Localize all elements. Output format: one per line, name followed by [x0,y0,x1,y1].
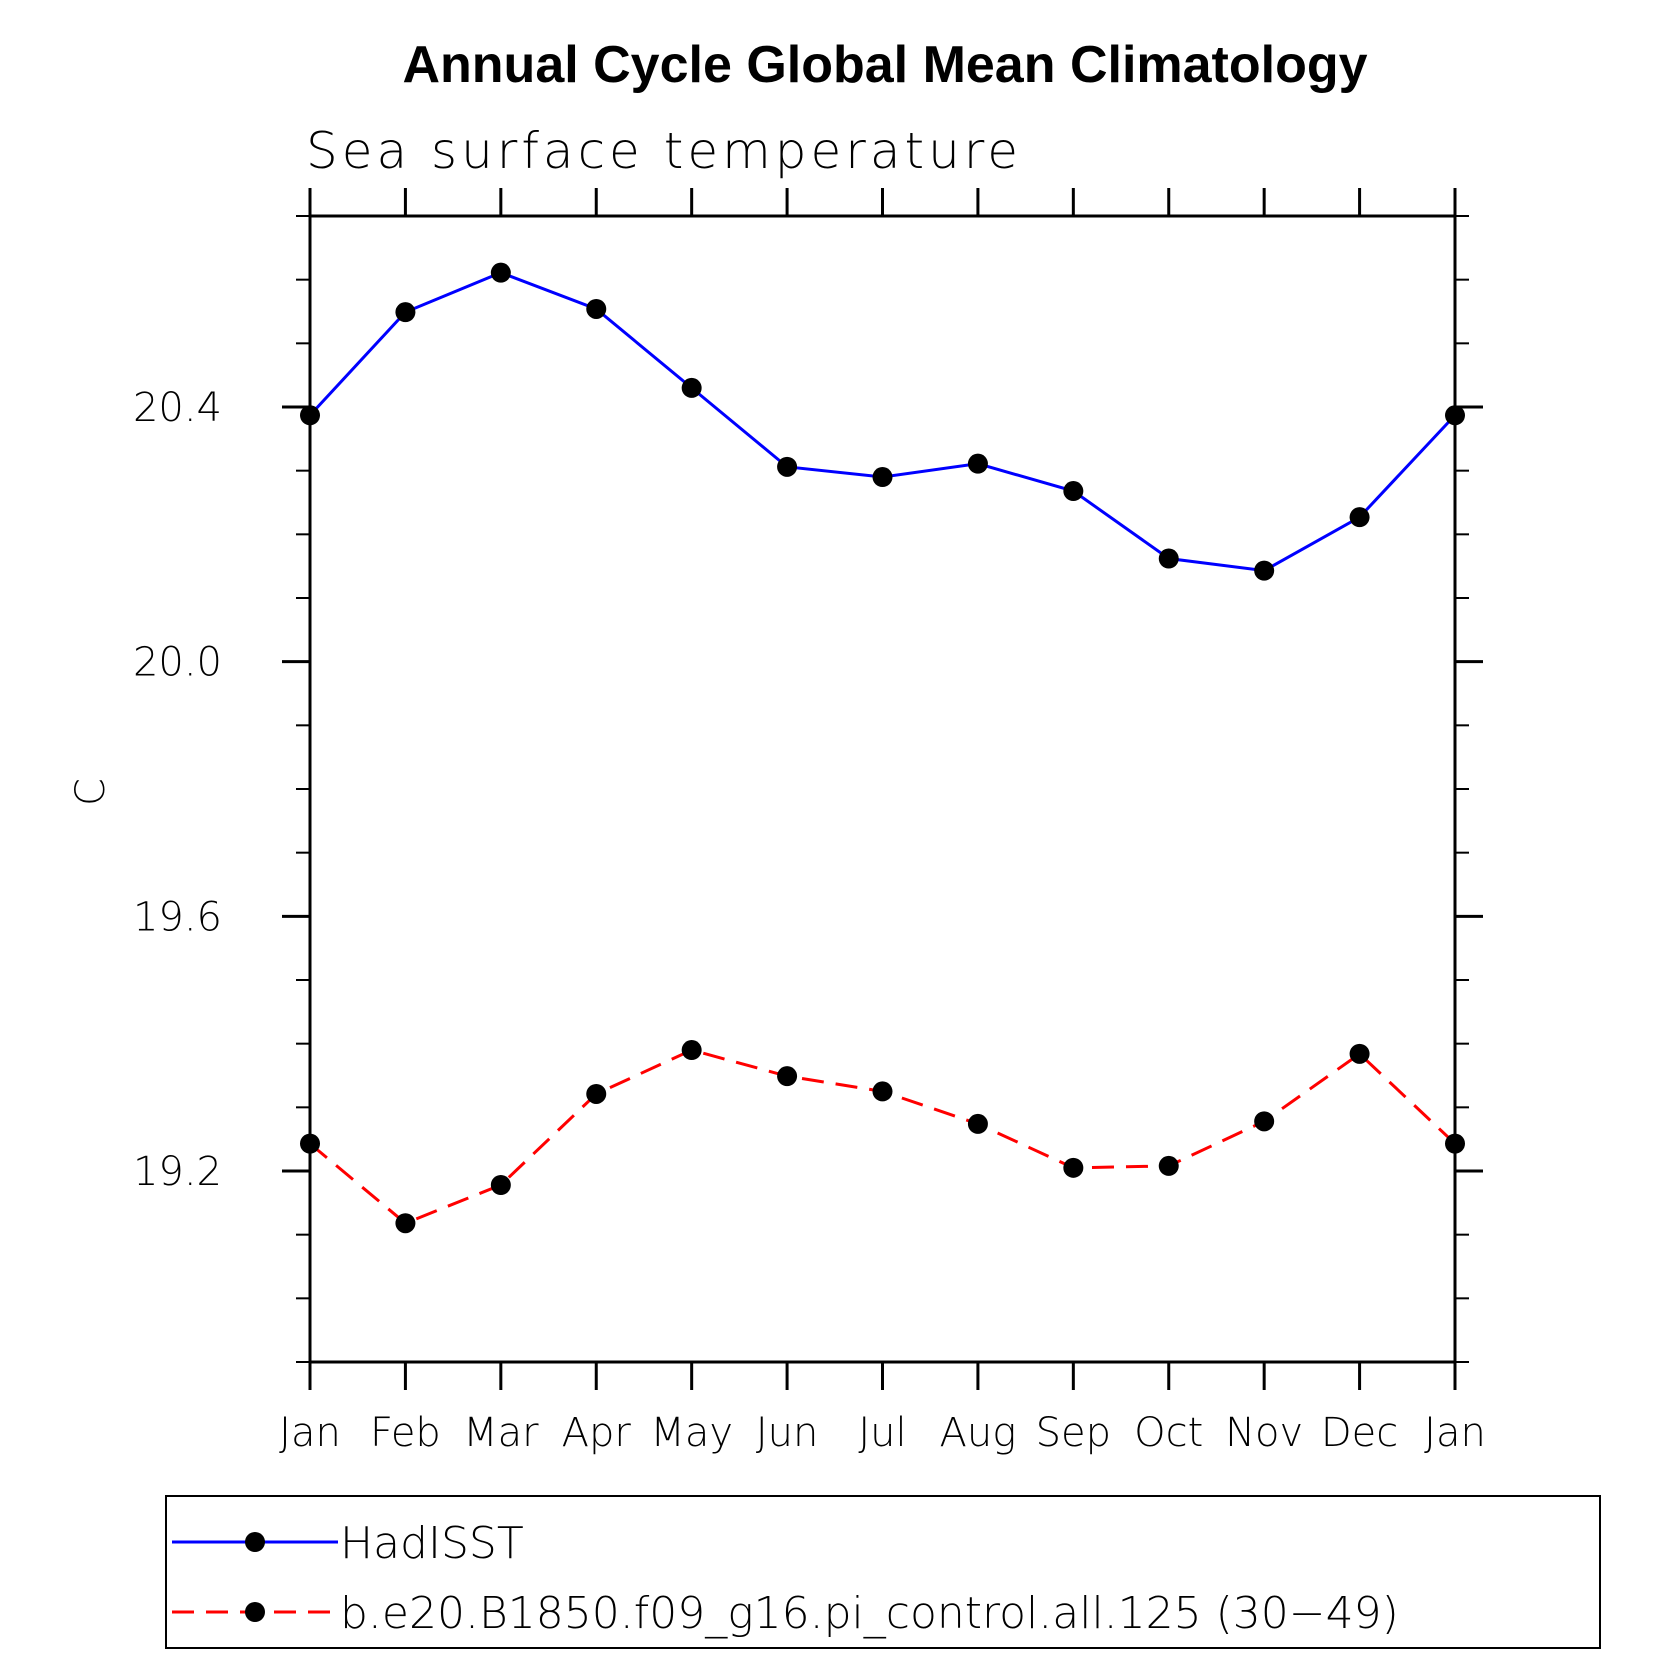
data-point [1158,1155,1179,1176]
data-point [681,377,702,398]
data-point [586,298,607,319]
legend-marker [245,1532,265,1552]
x-tick-label: Dec [1321,1410,1398,1456]
data-point [490,262,511,283]
legend-label: HadISST [340,1518,524,1569]
series-1 [300,1040,1465,1234]
data-point [1254,560,1275,581]
x-tick-label: Jan [1424,1410,1486,1456]
chart-title: Annual Cycle Global Mean Climatology [402,36,1367,94]
y-tick-label: 20.0 [133,640,222,686]
data-point [777,456,798,477]
data-point [681,1040,702,1061]
x-tick-label: Sep [1036,1410,1111,1456]
legend: HadISST b.e20.B1850.f09_g16.pi_control.al… [165,1495,1601,1649]
data-point [967,1113,988,1134]
x-tick-label: Jan [279,1410,341,1456]
x-tick-label: Apr [562,1410,632,1456]
data-point [1158,548,1179,569]
data-point [872,1081,893,1102]
series-line [309,1048,1457,1225]
data-point [586,1083,607,1104]
series-0 [300,262,1465,581]
series-line [308,271,1457,573]
y-tick-label: 19.2 [133,1149,222,1195]
x-tick-label: Oct [1134,1410,1203,1456]
x-tick-label: Aug [940,1410,1017,1456]
axis-ticks: Jan Feb Mar Apr May Jun Jul Aug Sep Oct Nov Dec Jan 1… [133,188,1486,1456]
y-tick-label: 19.6 [133,894,222,940]
y-tick-label: 20.4 [133,385,222,431]
x-tick-label: Mar [463,1410,539,1456]
x-tick-label: Feb [370,1410,441,1456]
data-point [1349,1043,1370,1064]
data-point [395,1213,416,1234]
data-point [872,467,893,488]
chart-subtitle: Sea surface temperature [306,122,1022,180]
x-tick-label: Nov [1225,1410,1303,1456]
data-point [395,302,416,323]
data-point [1063,1157,1084,1178]
data-point [777,1066,798,1087]
data-point [490,1175,511,1196]
legend-marker [245,1602,265,1622]
legend-box [165,1495,1601,1649]
x-tick-label: Jul [858,1410,906,1456]
data-point [1063,481,1084,502]
data-point [1349,507,1370,528]
y-axis-label: C [68,778,114,806]
data-point [1254,1111,1275,1132]
legend-label: b.e20.B1850.f09_g16.pi_control.all.125 (… [340,1588,1399,1639]
data-point [967,453,988,474]
series-layer [300,262,1465,1234]
x-tick-label: May [650,1410,733,1456]
x-tick-label: Jun [756,1410,819,1456]
plot-frame [308,214,1457,1364]
